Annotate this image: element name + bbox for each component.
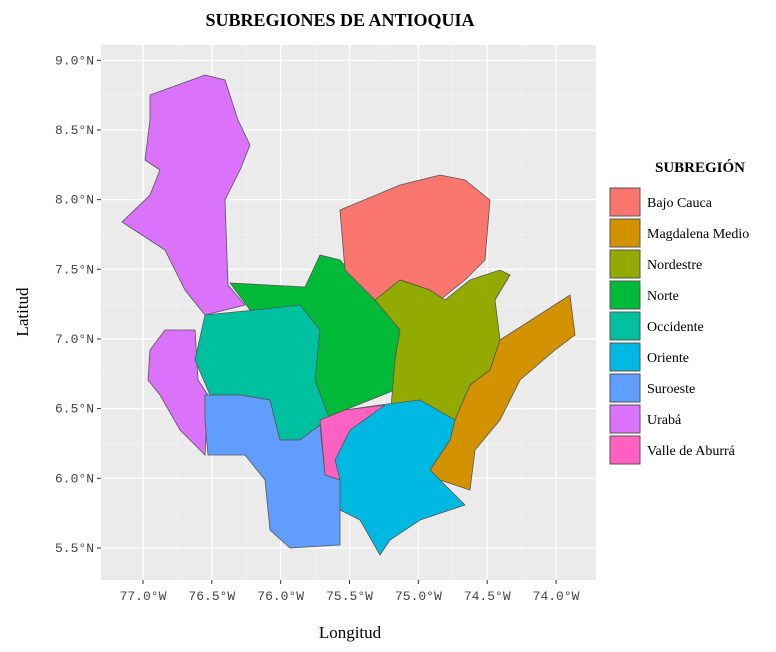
legend-swatch	[609, 311, 641, 341]
legend-label: Oriente	[647, 351, 689, 366]
legend-label: Suroeste	[647, 382, 695, 397]
y-tick-label: 8.5°N	[55, 123, 94, 138]
y-tick-label: 6.0°N	[55, 471, 94, 486]
x-tick-label: 74.0°W	[533, 589, 580, 604]
legend-label: Nordestre	[647, 258, 702, 273]
region-area	[204, 394, 341, 549]
x-tick-label: 76.5°W	[188, 589, 235, 604]
y-axis-title: Latitud	[13, 287, 32, 337]
y-tick-label: 9.0°N	[55, 53, 94, 68]
x-tick-label: 75.0°W	[395, 589, 442, 604]
legend-label: Valle de Aburrá	[647, 444, 736, 459]
legend-label: Magdalena Medio	[647, 227, 749, 242]
x-tick-label: 75.5°W	[326, 589, 373, 604]
legend-swatch	[609, 280, 641, 310]
y-tick-label: 6.5°N	[55, 402, 94, 417]
y-tick-label: 8.0°N	[55, 193, 94, 208]
legend-swatch	[609, 187, 641, 217]
chart-title: SUBREGIONES DE ANTIOQUIA	[205, 10, 474, 30]
legend-swatch	[609, 435, 641, 465]
legend-swatch	[609, 373, 641, 403]
region-area	[429, 294, 576, 491]
y-tick-label: 7.5°N	[55, 262, 94, 277]
legend-title: SUBREGIÓN	[655, 159, 745, 176]
legend-label: Urabá	[647, 413, 682, 428]
x-tick-label: 77.0°W	[120, 589, 167, 604]
x-tick-label: 74.5°W	[464, 589, 511, 604]
legend-swatch	[609, 404, 641, 434]
legend-label: Bajo Cauca	[647, 196, 713, 211]
legend-swatch	[609, 218, 641, 248]
legend-label: Norte	[647, 289, 679, 304]
x-tick-label: 76.0°W	[257, 589, 304, 604]
region-area	[121, 74, 251, 316]
y-tick-label: 7.0°N	[55, 332, 94, 347]
x-axis-title: Longitud	[319, 623, 382, 642]
y-tick-label: 5.5°N	[55, 541, 94, 556]
legend-label: Occidente	[647, 320, 704, 335]
legend-swatch	[609, 342, 641, 372]
legend-swatch	[609, 249, 641, 279]
regions	[121, 74, 576, 556]
